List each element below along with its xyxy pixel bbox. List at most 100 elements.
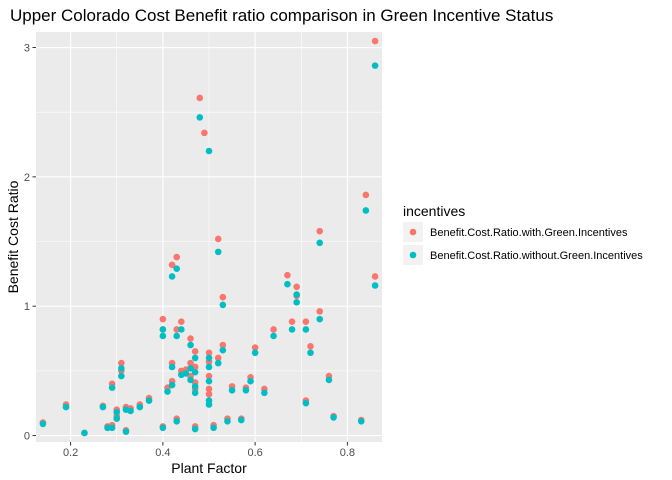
data-point-series-2: [214, 248, 222, 256]
data-point-series-2: [316, 239, 324, 247]
x-tick-label: 0.6: [247, 447, 262, 459]
legend-title: incentives: [403, 203, 465, 219]
data-point-series-1: [316, 308, 324, 315]
data-point-series-2: [219, 301, 227, 309]
data-point-series-1: [219, 293, 227, 301]
data-point-series-2: [247, 377, 254, 385]
legend: incentives Benefit.Cost.Ratio.with.Green…: [403, 203, 643, 265]
data-point-series-2: [182, 370, 190, 377]
data-point-series-1: [302, 318, 310, 326]
data-point-series-2: [228, 386, 236, 394]
data-point-series-1: [270, 326, 277, 333]
data-point-series-2: [330, 414, 337, 421]
data-point-series-1: [205, 385, 213, 393]
data-point-series-2: [118, 372, 125, 380]
legend-label: Benefit.Cost.Ratio.without.Green.Incenti…: [430, 250, 643, 262]
data-point-series-2: [122, 428, 130, 435]
y-axis: 0 1 2 3: [24, 43, 36, 443]
data-point-series-2: [191, 425, 199, 433]
data-point-series-2: [173, 265, 181, 272]
data-point-series-2: [168, 381, 176, 389]
data-point-series-2: [127, 407, 134, 415]
data-point-series-1: [191, 348, 199, 355]
data-point-series-2: [214, 359, 222, 367]
data-point-series-2: [159, 332, 167, 340]
data-point-series-1: [205, 390, 213, 398]
y-tick-label: 2: [24, 172, 30, 184]
data-point-series-2: [205, 147, 213, 155]
data-point-series-2: [302, 326, 310, 333]
data-point-series-2: [39, 420, 47, 428]
x-tick-label: 0.8: [340, 447, 355, 459]
y-tick-label: 1: [24, 301, 30, 313]
legend-key-point: [409, 251, 417, 259]
y-tick-label: 0: [24, 431, 30, 443]
legend-key-point: [409, 228, 417, 236]
data-point-series-2: [205, 354, 213, 362]
data-point-series-1: [293, 283, 300, 291]
data-point-series-2: [108, 384, 116, 391]
data-point-series-2: [307, 349, 314, 357]
data-point-series-2: [270, 332, 277, 340]
data-point-series-2: [173, 332, 181, 340]
data-point-series-2: [118, 364, 125, 372]
data-point-series-1: [205, 349, 213, 357]
data-point-series-2: [302, 399, 310, 407]
grid-major: [36, 32, 382, 442]
data-point-series-2: [164, 388, 171, 395]
data-point-series-1: [118, 359, 125, 367]
data-point-series-2: [99, 403, 107, 411]
data-point-series-2: [108, 424, 116, 432]
x-axis: 0.2 0.4 0.6 0.8: [63, 442, 355, 459]
data-point-series-1: [214, 354, 222, 362]
x-axis-title: Plant Factor: [171, 460, 247, 476]
data-point-series-2: [145, 397, 153, 404]
data-point-series-2: [316, 315, 324, 323]
data-point-series-2: [113, 408, 121, 416]
data-point-series-1: [251, 344, 259, 351]
data-point-series-2: [325, 376, 333, 384]
data-point-series-1: [214, 235, 222, 243]
data-point-series-1: [173, 326, 181, 333]
data-point-series-2: [242, 386, 250, 394]
data-point-series-2: [219, 346, 227, 354]
y-axis-title: Benefit Cost Ratio: [5, 180, 21, 293]
data-point-series-2: [196, 114, 204, 121]
data-point-series-1: [362, 191, 370, 199]
data-point-series-2: [284, 280, 291, 288]
data-point-series-2: [251, 349, 259, 357]
data-point-series-1: [288, 318, 296, 326]
data-point-series-1: [205, 372, 213, 380]
chart-title: Upper Colorado Cost Benefit ratio compar…: [10, 6, 553, 25]
data-point-series-2: [191, 354, 199, 362]
data-point-series-2: [113, 415, 121, 423]
data-point-series-2: [168, 273, 176, 280]
data-point-series-2: [136, 403, 144, 411]
x-tick-label: 0.2: [63, 447, 78, 459]
data-point-series-2: [205, 377, 213, 385]
data-point-series-1: [159, 315, 167, 323]
data-point-series-2: [178, 326, 185, 333]
data-point-series-2: [62, 403, 70, 411]
data-point-series-1: [316, 227, 324, 235]
data-point-series-2: [224, 418, 231, 425]
data-point-series-2: [187, 364, 194, 372]
data-point-series-2: [173, 418, 181, 425]
data-point-series-1: [284, 271, 291, 279]
data-point-series-1: [178, 318, 185, 326]
data-point-series-2: [191, 368, 199, 376]
data-point-series-2: [191, 389, 199, 397]
data-point-series-2: [293, 291, 300, 298]
data-point-series-1: [371, 273, 379, 280]
data-point-series-2: [357, 418, 365, 425]
data-point-series-2: [205, 401, 213, 408]
x-tick-label: 0.4: [155, 447, 170, 459]
legend-label: Benefit.Cost.Ratio.with.Green.Incentives: [430, 227, 628, 239]
data-point-series-1: [173, 253, 181, 261]
data-point-series-2: [261, 389, 268, 397]
data-point-series-2: [205, 363, 213, 371]
y-tick-label: 3: [24, 43, 30, 55]
data-point-series-1: [219, 341, 227, 349]
data-point-series-2: [159, 326, 167, 333]
